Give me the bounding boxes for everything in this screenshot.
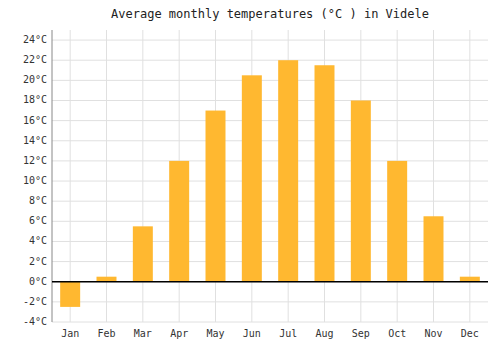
y-grid-line	[52, 322, 488, 323]
x-tick-label: Apr	[170, 328, 188, 339]
bar	[97, 277, 117, 282]
bar	[60, 282, 80, 307]
y-grid-line	[52, 201, 488, 202]
y-grid-line	[52, 140, 488, 141]
x-tick-label: Nov	[424, 328, 442, 339]
chart-container: Average monthly temperatures (°C ) in Vi…	[0, 0, 500, 350]
bar	[169, 161, 189, 282]
bar	[242, 75, 262, 281]
bar	[206, 111, 226, 282]
x-tick-label: Mar	[134, 328, 152, 339]
x-tick-label: Sep	[352, 328, 370, 339]
y-grid-line	[52, 221, 488, 222]
y-tick-label: 8°C	[29, 195, 47, 206]
bar	[460, 277, 480, 282]
y-tick-label: 16°C	[23, 115, 47, 126]
x-tick-label: Feb	[97, 328, 115, 339]
bar	[387, 161, 407, 282]
y-tick-label: 14°C	[23, 135, 47, 146]
x-tick-label: Jul	[279, 328, 297, 339]
bar	[133, 226, 153, 281]
bar	[315, 65, 335, 281]
bar	[424, 216, 444, 281]
title: Average monthly temperatures (°C ) in Vi…	[111, 7, 429, 21]
y-tick-label: -2°C	[23, 296, 47, 307]
y-tick-label: 4°C	[29, 235, 47, 246]
x-tick-label: Aug	[315, 328, 333, 339]
y-grid-line	[52, 40, 488, 41]
chart: Average monthly temperatures (°C ) in Vi…	[0, 0, 500, 350]
x-tick-label: Dec	[461, 328, 479, 339]
y-grid-line	[52, 100, 488, 101]
y-grid-line	[52, 80, 488, 81]
y-tick-label: 2°C	[29, 256, 47, 267]
y-grid-line	[52, 181, 488, 182]
y-grid-line	[52, 120, 488, 121]
y-tick-label: 12°C	[23, 155, 47, 166]
y-grid-line	[52, 261, 488, 262]
bar	[278, 60, 298, 282]
y-tick-label: -4°C	[23, 316, 47, 327]
y-grid-line	[52, 281, 488, 282]
grid	[52, 30, 488, 322]
bar	[351, 100, 371, 281]
y-tick-label: 22°C	[23, 54, 47, 65]
x-tick-label: Jun	[243, 328, 261, 339]
y-axis-line	[52, 30, 53, 322]
y-tick-label: 10°C	[23, 175, 47, 186]
y-tick-label: 6°C	[29, 215, 47, 226]
x-tick-labels: Jan Feb Mar Apr May Jun Jul Aug Sep Oct Nov Dec	[61, 328, 479, 339]
y-tick-labels: -4°C -2°C 0°C 2°C 4°C 6°C 8°C 10°C 12°C 14°C 16°C 1…	[23, 34, 47, 327]
y-grid-line	[52, 160, 488, 161]
y-tick-label: 24°C	[23, 34, 47, 45]
y-grid-line	[52, 241, 488, 242]
y-grid-line	[52, 301, 488, 302]
zero-line	[52, 281, 488, 283]
y-tick-label: 0°C	[29, 276, 47, 287]
y-tick-label: 18°C	[23, 94, 47, 105]
x-grid-line	[70, 30, 71, 322]
x-tick-label: Jan	[61, 328, 79, 339]
bars	[60, 60, 480, 307]
x-tick-label: May	[206, 328, 224, 339]
y-grid-line	[52, 60, 488, 61]
x-tick-label: Oct	[388, 328, 406, 339]
y-tick-label: 20°C	[23, 74, 47, 85]
